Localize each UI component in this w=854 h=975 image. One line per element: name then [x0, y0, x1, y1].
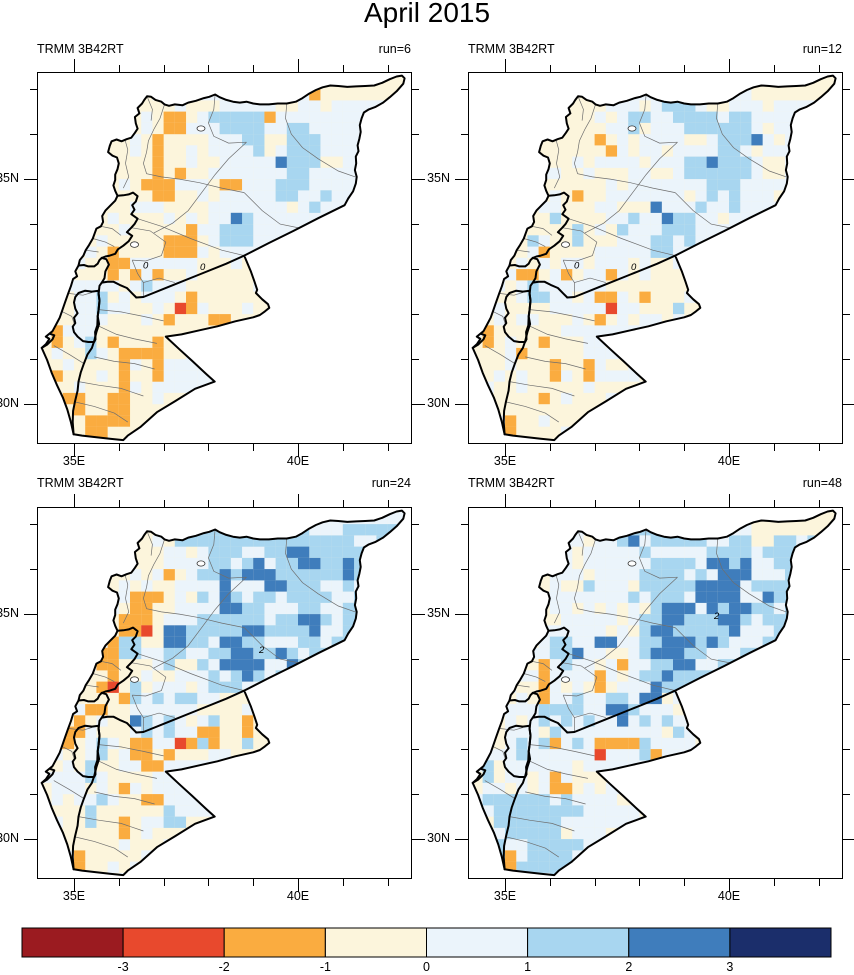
- svg-text:0: 0: [143, 261, 149, 272]
- svg-text:0: 0: [200, 262, 206, 273]
- svg-text:2: 2: [258, 645, 265, 656]
- svg-text:0: 0: [631, 262, 637, 273]
- svg-text:0: 0: [574, 261, 580, 272]
- svg-text:2: 2: [713, 611, 720, 622]
